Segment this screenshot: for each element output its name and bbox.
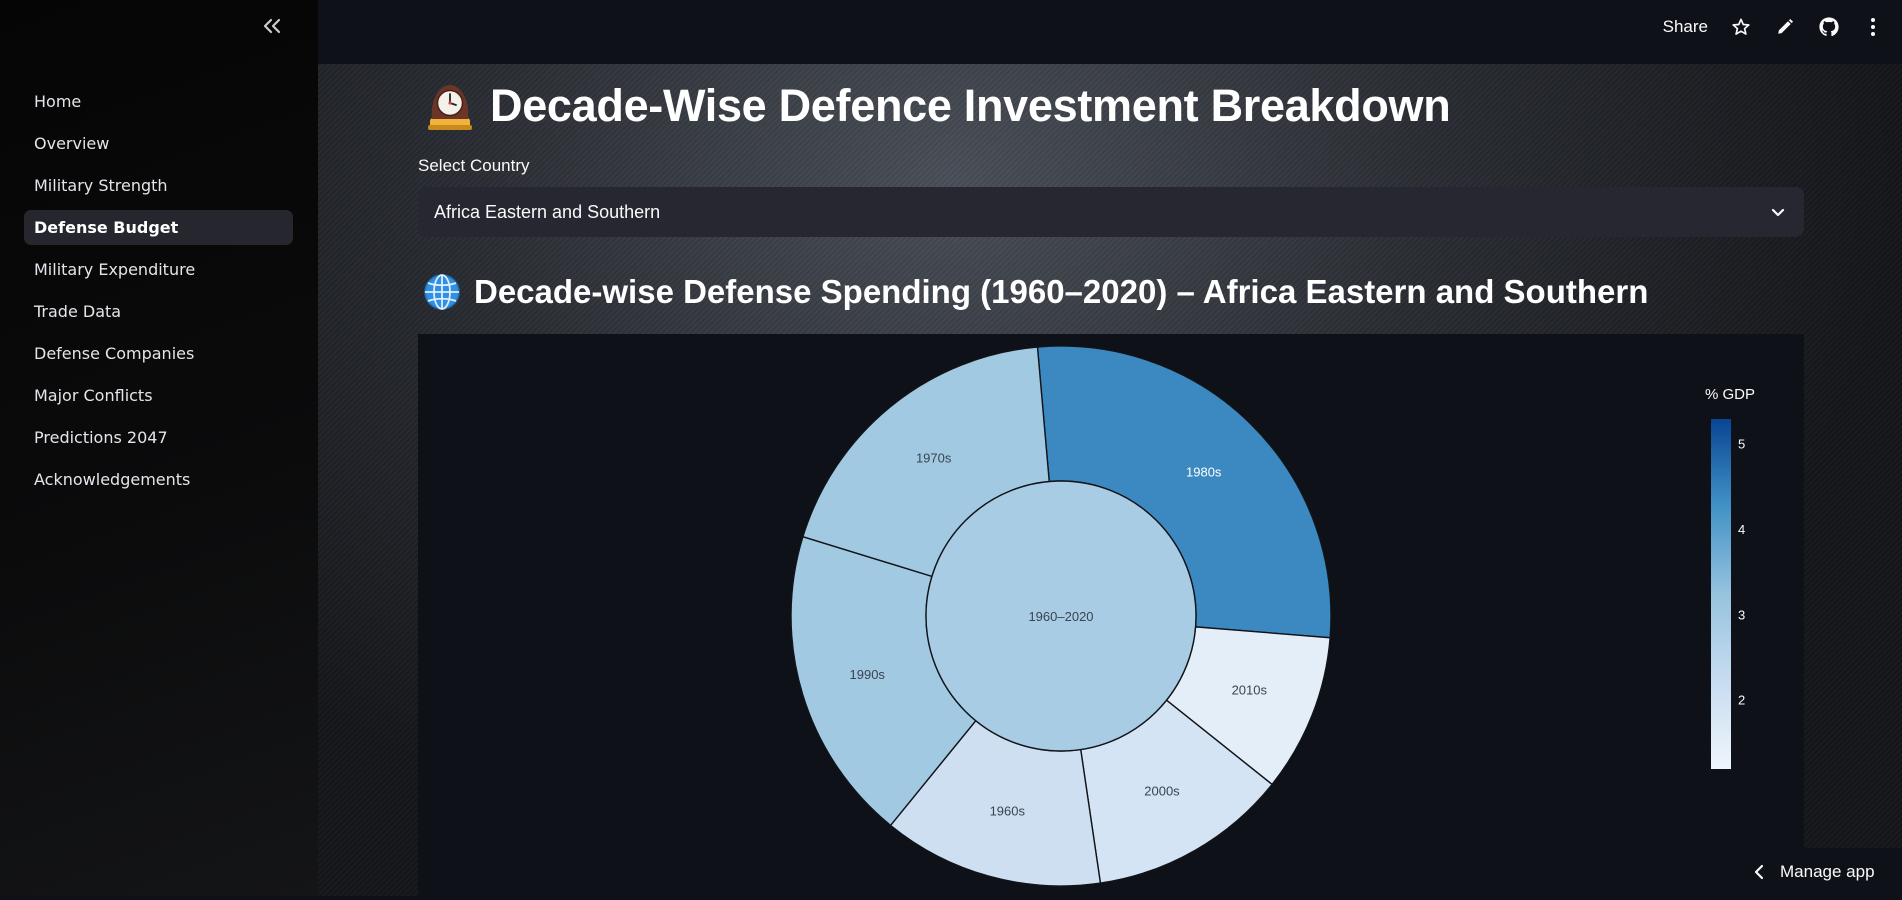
select-country-label: Select Country	[418, 156, 530, 175]
sidebar-item-major-conflicts[interactable]: Major Conflicts	[34, 386, 153, 405]
sidebar-item-military-expenditure[interactable]: Military Expenditure	[34, 260, 196, 279]
chart-panel: 1980s 2010s 2000s 1960s 1990s 1970s 1960–2020%…	[418, 334, 1804, 896]
chart-heading: Decade-wise Defense Spending (1960–2020)…	[474, 273, 1649, 310]
double-chevron-left-icon	[263, 18, 281, 34]
chevron-down-icon	[1771, 208, 1785, 217]
collapse-sidebar-button[interactable]	[256, 10, 288, 42]
manage-app-button[interactable]: Manage app	[1742, 848, 1902, 896]
country-select-value: Africa Eastern and Southern	[434, 202, 661, 222]
sidebar-item-home[interactable]: Home	[34, 92, 82, 111]
sidebar-item-overview[interactable]: Overview	[34, 134, 110, 153]
colorbar-tick-label: 5	[1738, 437, 1745, 452]
manage-app-label: Manage app	[1780, 862, 1875, 881]
page-title-row: Decade-Wise Defence Investment Breakdown	[424, 80, 1451, 132]
sunburst-slice-label: 2000s	[1144, 784, 1180, 799]
sidebar-item-military-strength[interactable]: Military Strength	[34, 176, 168, 195]
colorbar-tick-label: 3	[1738, 607, 1745, 622]
colorbar	[1711, 419, 1731, 769]
more-vertical-icon[interactable]	[1862, 16, 1884, 38]
chart-heading-row: Decade-wise Defense Spending (1960–2020)…	[422, 272, 1648, 312]
pencil-icon[interactable]	[1774, 16, 1796, 38]
sidebar-item-predictions-2047[interactable]: Predictions 2047	[34, 428, 168, 447]
page-title: Decade-Wise Defence Investment Breakdown	[490, 80, 1451, 131]
mantelpiece-clock-icon	[428, 85, 472, 130]
sunburst-slice-label: 1960s	[990, 803, 1026, 818]
globe-icon	[424, 274, 460, 310]
sunburst-slice-label: 2010s	[1232, 683, 1268, 698]
colorbar-tick-label: 2	[1738, 693, 1745, 708]
sidebar-item-trade-data[interactable]: Trade Data	[34, 302, 122, 321]
sidebar-item-defense-companies[interactable]: Defense Companies	[34, 344, 195, 363]
sunburst-slice-label: 1970s	[916, 451, 952, 466]
sidebar-item-acknowledgements[interactable]: Acknowledgements	[34, 470, 191, 489]
sunburst-root[interactable]	[925, 480, 1197, 752]
colorbar-tick-label: 4	[1738, 522, 1745, 537]
sunburst-slice-label: 1980s	[1186, 464, 1222, 479]
colorbar-title: % GDP	[1705, 386, 1755, 403]
main-content: Share Decade-Wise Defence Investm	[318, 0, 1902, 896]
sidebar: Home Overview Military Strength Defense …	[0, 0, 318, 896]
top-bar: Share	[318, 0, 1902, 64]
star-icon[interactable]	[1730, 16, 1752, 38]
sunburst-chart[interactable]: 1980s 2010s 2000s 1960s 1990s 1970s 1960–2020%…	[418, 334, 1804, 896]
header-actions: Share	[1663, 12, 1884, 42]
country-select[interactable]: Africa Eastern and Southern	[418, 187, 1804, 237]
sidebar-item-defense-budget[interactable]: Defense Budget	[24, 210, 293, 245]
sunburst-slice-label: 1990s	[850, 667, 886, 682]
sidebar-nav: Home Overview Military Strength Defense …	[24, 84, 293, 504]
github-icon[interactable]	[1818, 16, 1840, 38]
sunburst-root-label: 1960–2020	[1028, 609, 1093, 624]
share-button[interactable]: Share	[1662, 17, 1708, 36]
chevron-left-icon	[1754, 864, 1764, 880]
